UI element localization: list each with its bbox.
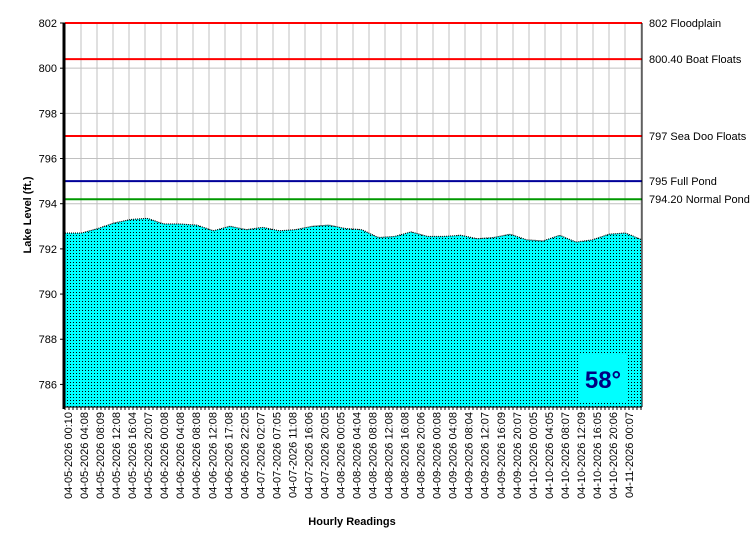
x-tick-label: 04-05-2026 00:10	[63, 412, 75, 499]
y-tick-label: 788	[39, 334, 57, 346]
x-tick-label: 04-07-2026 20:05	[319, 412, 331, 499]
x-tick-label: 04-06-2026 17:08	[223, 412, 235, 499]
x-tick-label: 04-09-2026 00:08	[432, 412, 444, 499]
x-tick-label: 04-05-2026 12:08	[111, 412, 123, 499]
x-tick-label: 04-06-2026 22:05	[239, 412, 251, 499]
x-tick-label: 04-10-2026 12:09	[576, 412, 588, 499]
x-tick-label: 04-07-2026 16:06	[303, 412, 315, 499]
x-tick-label: 04-09-2026 16:09	[496, 412, 508, 499]
temperature-badge: 58°	[578, 355, 628, 403]
x-tick-label: 04-06-2026 04:08	[175, 412, 187, 499]
x-tick-label: 04-10-2026 04:05	[544, 412, 556, 499]
y-axis-label: Lake Level (ft.)	[22, 176, 34, 253]
x-tick-label: 04-08-2026 04:04	[352, 412, 364, 499]
x-tick-label: 04-08-2026 08:08	[368, 412, 380, 499]
lake-level-area	[65, 218, 642, 407]
x-tick-label: 04-09-2026 20:07	[512, 412, 524, 499]
reference-label: 802 Floodplain	[649, 18, 721, 30]
x-tick-label: 04-08-2026 16:08	[400, 412, 412, 499]
x-tick-label: 04-05-2026 16:04	[127, 412, 139, 499]
x-tick-label: 04-11-2026 00:07	[624, 412, 636, 498]
y-tick-label: 790	[39, 289, 57, 301]
reference-label: 794.20 Normal Pond	[649, 194, 750, 206]
y-tick-label: 798	[39, 108, 57, 120]
reference-label: 795 Full Pond	[649, 176, 717, 188]
x-tick-label: 04-08-2026 12:08	[384, 412, 396, 499]
y-tick-label: 800	[39, 63, 57, 75]
x-tick-label: 04-05-2026 20:07	[143, 412, 155, 499]
x-axis-label: Hourly Readings	[308, 516, 395, 528]
x-tick-label: 04-09-2026 12:07	[480, 412, 492, 499]
x-tick-label: 04-10-2026 20:06	[608, 412, 620, 499]
x-tick-label: 04-08-2026 00:05	[335, 412, 347, 499]
x-tick-label: 04-10-2026 08:07	[560, 412, 572, 499]
x-tick-label: 04-07-2026 07:05	[271, 412, 283, 499]
temperature-text: 58°	[585, 367, 621, 394]
x-tick-label: 04-06-2026 00:08	[159, 412, 171, 499]
lake-level-line	[65, 217, 642, 243]
x-tick-label: 04-08-2026 20:06	[416, 412, 428, 499]
y-tick-label: 792	[39, 244, 57, 256]
y-tick-label: 786	[39, 379, 57, 391]
x-tick-label: 04-06-2026 12:08	[207, 412, 219, 499]
x-tick-label: 04-09-2026 08:04	[464, 412, 476, 499]
x-tick-label: 04-10-2026 00:05	[528, 412, 540, 499]
reference-label: 797 Sea Doo Floats	[649, 131, 747, 143]
y-tick-label: 802	[39, 18, 57, 30]
y-tick-label: 794	[39, 199, 57, 211]
y-tick-label: 796	[39, 154, 57, 166]
x-tick-label: 04-10-2026 16:05	[592, 412, 604, 499]
reference-label: 800.40 Boat Floats	[649, 54, 742, 66]
x-tick-label: 04-06-2026 08:08	[191, 412, 203, 499]
x-tick-label: 04-07-2026 02:07	[255, 412, 267, 499]
x-tick-label: 04-05-2026 08:09	[95, 412, 107, 499]
x-tick-label: 04-09-2026 04:08	[448, 412, 460, 499]
x-tick-label: 04-05-2026 04:08	[79, 412, 91, 499]
x-tick-label: 04-07-2026 11:08	[287, 412, 299, 498]
